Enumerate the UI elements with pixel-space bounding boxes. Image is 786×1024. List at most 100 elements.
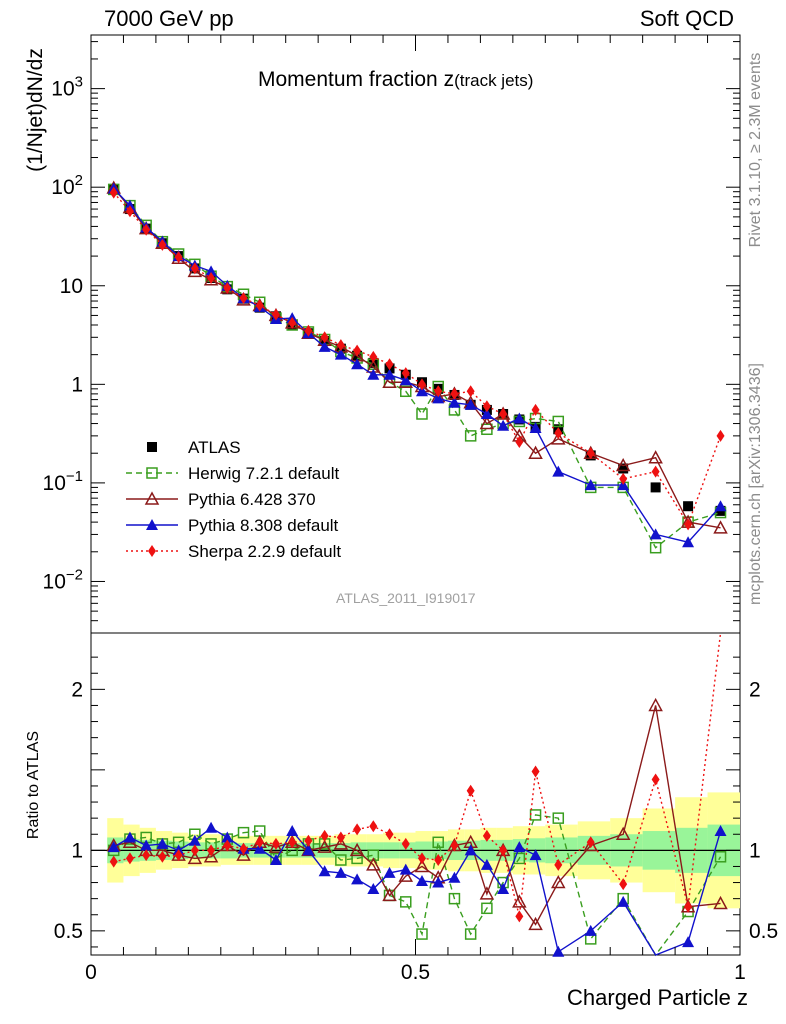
ratio-point-pythia6: [479, 886, 495, 900]
ratio-point-pythia6: [398, 868, 414, 882]
ratio-y-tick-label: 0.5: [54, 920, 83, 943]
point-pythia8: [318, 340, 331, 352]
point-herwig: [400, 385, 412, 398]
ratio-point-sherpa: [515, 910, 524, 923]
ratio-y-tick-label-right: 1: [749, 839, 761, 862]
series-line-herwig: [113, 188, 721, 549]
rivet-version-label: Rivet 3.1.10, ≥ 2.3M events: [747, 52, 764, 248]
point-pythia6: [382, 374, 397, 388]
ratio-point-pythia6: [268, 839, 284, 853]
ratio-series-sherpa: [109, 632, 722, 923]
point-sherpa: [684, 518, 693, 531]
ratio-point-pythia6: [349, 842, 365, 857]
point-pythia8: [529, 422, 542, 434]
y-tick-label: 10−2: [43, 566, 83, 593]
ratio-point-pythia8: [140, 839, 153, 851]
point-sherpa: [369, 350, 378, 363]
ratio-point-sherpa: [207, 844, 216, 857]
ratio-series-pythia6: [106, 697, 728, 931]
ratio-point-sherpa: [190, 844, 199, 857]
ratio-point-pythia8: [334, 866, 347, 878]
point-sherpa: [466, 385, 475, 398]
ratio-point-pythia8: [107, 841, 120, 853]
point-sherpa: [255, 299, 264, 312]
ratio-point-pythia6: [615, 826, 631, 840]
ratio-point-pythia8: [221, 831, 234, 843]
point-pythia8: [432, 392, 445, 404]
ratio-point-sherpa: [684, 900, 693, 913]
point-sherpa: [223, 281, 232, 294]
point-sherpa: [353, 344, 362, 357]
x-tick-label: 1: [734, 961, 746, 984]
legend-label: Herwig 7.2.1 default: [188, 464, 339, 483]
legend-label: Sherpa 2.2.9 default: [188, 542, 341, 561]
ratio-point-sherpa: [499, 844, 508, 857]
series-layer: [106, 180, 728, 957]
point-sherpa: [385, 358, 394, 371]
ratio-point-sherpa: [336, 831, 345, 844]
ratio-point-herwig: [432, 836, 444, 849]
ratio-point-sherpa: [466, 784, 475, 797]
legend-label: ATLAS: [188, 438, 241, 457]
point-pythia8: [205, 265, 218, 277]
ratio-point-herwig: [714, 851, 727, 863]
point-sherpa: [142, 223, 151, 236]
point-pythia8: [399, 374, 412, 386]
legend-marker: [148, 545, 156, 557]
ratio-point-herwig: [335, 854, 347, 866]
y-tick-label: 10−1: [43, 468, 83, 495]
legend-item-data: ATLAS: [147, 438, 241, 457]
ratio-point-pythia6: [648, 697, 663, 712]
y-tick-label: 10: [60, 275, 83, 298]
legend-item-sherpa: Sherpa 2.2.9 default: [126, 542, 341, 561]
ratio-point-pythia6: [317, 839, 332, 853]
ratio-point-pythia8: [367, 882, 380, 894]
point-data: [368, 357, 379, 368]
legend-label: Pythia 8.308 default: [188, 516, 339, 535]
ratio-point-pythia8: [188, 834, 201, 846]
point-herwig: [464, 430, 477, 442]
ratio-point-pythia8: [552, 945, 565, 957]
point-sherpa: [482, 400, 491, 413]
ratio-point-pythia8: [205, 821, 218, 833]
point-sherpa: [434, 385, 443, 398]
x-axis-label: Charged Particle z: [567, 985, 748, 1010]
ratio-point-sherpa: [142, 849, 151, 862]
point-sherpa: [531, 403, 540, 416]
ratio-point-pythia8: [497, 882, 510, 894]
ratio-point-sherpa: [531, 765, 540, 778]
point-sherpa: [190, 262, 199, 275]
ratio-point-sherpa: [158, 850, 167, 863]
ratio-point-sherpa: [288, 836, 297, 849]
ratio-point-sherpa: [401, 837, 410, 850]
ratio-panel-frame: [90, 632, 741, 956]
ratio-point-pythia6: [512, 894, 527, 908]
ratio-point-sherpa: [239, 842, 248, 855]
ratio-point-pythia8: [383, 866, 396, 878]
ratio-point-herwig: [351, 852, 363, 865]
ratio-point-pythia8: [318, 865, 331, 877]
ratio-point-pythia8: [269, 854, 282, 866]
ratio-point-pythia8: [529, 849, 542, 861]
point-pythia6: [551, 431, 566, 445]
analysis-id-label: ATLAS_2011_I919017: [336, 590, 476, 606]
point-sherpa: [651, 465, 660, 478]
point-pythia8: [351, 358, 364, 370]
ratio-point-pythia6: [333, 836, 349, 850]
ratio-point-herwig: [481, 902, 493, 915]
point-data: [683, 501, 694, 512]
point-pythia8: [649, 528, 662, 540]
ratio-point-sherpa: [586, 836, 595, 849]
ratio-point-sherpa: [320, 829, 329, 842]
ratio-y-tick-label: 1: [71, 839, 83, 862]
point-sherpa: [716, 429, 725, 442]
point-pythia8: [513, 412, 526, 424]
ratio-point-sherpa: [109, 855, 118, 868]
point-pythia8: [480, 407, 493, 419]
chart-title: Momentum fraction z(track jets): [258, 68, 533, 92]
series-sherpa: [109, 186, 725, 531]
ratio-point-sherpa: [304, 834, 313, 847]
point-sherpa: [304, 324, 313, 337]
legend-marker: [146, 519, 158, 530]
